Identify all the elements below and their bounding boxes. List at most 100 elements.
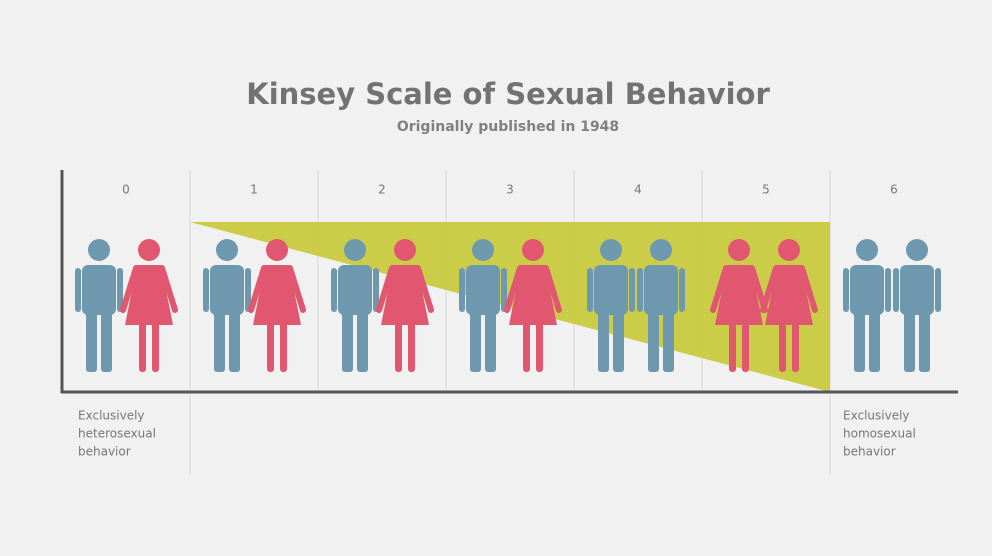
left-note: Exclusively <box>78 409 145 423</box>
leg <box>152 320 159 372</box>
leg <box>598 305 609 372</box>
leg <box>214 305 225 372</box>
head <box>88 239 110 261</box>
leg <box>342 305 353 372</box>
arm <box>459 268 465 312</box>
torso <box>338 265 372 315</box>
scale-label: 4 <box>634 183 642 197</box>
leg <box>470 305 481 372</box>
arm <box>504 265 523 313</box>
male-figure <box>331 239 379 372</box>
dress <box>253 265 301 325</box>
head <box>266 239 288 261</box>
head <box>472 239 494 261</box>
dress <box>125 265 173 325</box>
torso <box>82 265 116 315</box>
head <box>778 239 800 261</box>
arm <box>799 265 818 313</box>
arm <box>373 268 379 312</box>
leg <box>280 320 287 372</box>
torso <box>210 265 244 315</box>
arm <box>117 268 123 312</box>
arm <box>331 268 337 312</box>
leg <box>779 320 786 372</box>
female-figure <box>248 239 306 372</box>
scale-label: 1 <box>250 183 258 197</box>
dress <box>509 265 557 325</box>
arm <box>120 265 139 313</box>
leg <box>267 320 274 372</box>
head <box>138 239 160 261</box>
male-figure <box>843 239 891 372</box>
arm <box>75 268 81 312</box>
female-figure <box>376 239 434 372</box>
scale-label: 6 <box>890 183 898 197</box>
torso <box>900 265 934 315</box>
leg <box>729 320 736 372</box>
head <box>394 239 416 261</box>
arm <box>501 268 507 312</box>
arm <box>893 268 899 312</box>
head <box>650 239 672 261</box>
leg <box>395 320 402 372</box>
arm <box>885 268 891 312</box>
head <box>344 239 366 261</box>
torso <box>594 265 628 315</box>
arm <box>760 265 779 313</box>
leg <box>523 320 530 372</box>
arm <box>543 265 562 313</box>
leg <box>919 305 930 372</box>
leg <box>139 320 146 372</box>
left-note: heterosexual <box>78 427 156 441</box>
male-figure <box>637 239 685 372</box>
arm <box>248 265 267 313</box>
subtitle: Originally published in 1948 <box>397 119 619 135</box>
head <box>522 239 544 261</box>
arm <box>629 268 635 312</box>
arm <box>415 265 434 313</box>
male-figure <box>587 239 635 372</box>
head <box>600 239 622 261</box>
leg <box>742 320 749 372</box>
torso <box>466 265 500 315</box>
arm <box>203 268 209 312</box>
head <box>856 239 878 261</box>
male-figure <box>75 239 123 372</box>
head <box>906 239 928 261</box>
leg <box>792 320 799 372</box>
female-figure <box>504 239 562 372</box>
torso <box>850 265 884 315</box>
leg <box>408 320 415 372</box>
leg <box>357 305 368 372</box>
female-figure <box>710 239 768 372</box>
arm <box>935 268 941 312</box>
arm <box>679 268 685 312</box>
leg <box>229 305 240 372</box>
leg <box>101 305 112 372</box>
leg <box>904 305 915 372</box>
title: Kinsey Scale of Sexual Behavior <box>246 77 770 111</box>
leg <box>485 305 496 372</box>
scale-label: 0 <box>122 183 130 197</box>
right-note: homosexual <box>843 427 916 441</box>
leg <box>86 305 97 372</box>
leg <box>613 305 624 372</box>
leg <box>854 305 865 372</box>
leg <box>663 305 674 372</box>
right-note: Exclusively <box>843 409 910 423</box>
left-note: behavior <box>78 445 131 459</box>
head <box>728 239 750 261</box>
arm <box>710 265 729 313</box>
leg <box>869 305 880 372</box>
torso <box>644 265 678 315</box>
leg <box>648 305 659 372</box>
male-figure <box>893 239 941 372</box>
male-figure <box>459 239 507 372</box>
arm <box>376 265 395 313</box>
dress <box>381 265 429 325</box>
arm <box>587 268 593 312</box>
leg <box>536 320 543 372</box>
arm <box>287 265 306 313</box>
right-note: behavior <box>843 445 896 459</box>
male-figure <box>203 239 251 372</box>
